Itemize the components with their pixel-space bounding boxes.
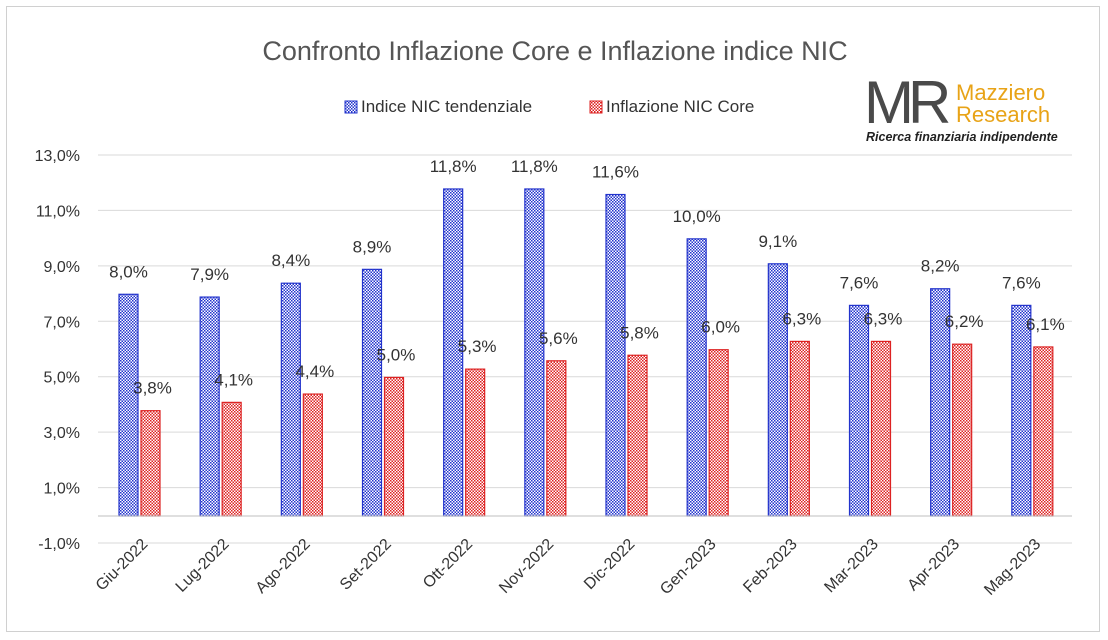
x-tick-label: Apr-2023 bbox=[905, 536, 964, 595]
bar-nic-gen-2023 bbox=[686, 238, 707, 517]
bar-nic-lug-2022 bbox=[199, 296, 220, 517]
bar-nic-dic-2022 bbox=[605, 193, 626, 517]
bar-nic-ago-2022 bbox=[280, 282, 301, 517]
label-nic-feb-2023: 9,1% bbox=[758, 232, 797, 251]
x-tick-label: Mar-2023 bbox=[821, 536, 882, 597]
y-tick-label: 11,0% bbox=[36, 203, 80, 220]
bar-core-giu-2022 bbox=[140, 410, 161, 517]
y-axis: -1,0% 1,0% 3,0% 5,0% 7,0% 9,0% 11,0% 13,0% bbox=[35, 148, 80, 553]
label-core-apr-2023: 6,2% bbox=[945, 312, 984, 331]
bar-core-mag-2023 bbox=[1033, 346, 1054, 517]
label-core-ott-2022: 5,3% bbox=[458, 337, 497, 356]
logo-name-line2: Research bbox=[956, 102, 1051, 127]
bar-core-ott-2022 bbox=[465, 368, 486, 517]
x-tick-label: Ott-2022 bbox=[420, 536, 476, 592]
y-tick-label: 13,0% bbox=[35, 148, 80, 165]
label-core-nov-2022: 5,6% bbox=[539, 329, 578, 348]
label-nic-gen-2023: 10,0% bbox=[673, 207, 721, 226]
data-labels: 8,0% 3,8% 7,9% 4,1% 8,4% 4,4% 8,9% 5,0% 11,8% 5,3… bbox=[109, 157, 1065, 398]
label-core-mar-2023: 6,3% bbox=[864, 309, 903, 328]
label-core-gen-2023: 6,0% bbox=[701, 318, 740, 337]
bars bbox=[118, 188, 1054, 517]
logo-tagline: Ricerca finanziaria indipendente bbox=[866, 130, 1058, 144]
chart-frame bbox=[6, 6, 1100, 632]
bar-nic-mag-2023 bbox=[1011, 304, 1032, 517]
x-tick-label: Lug-2022 bbox=[173, 536, 233, 596]
logo-name-line1: Mazziero bbox=[956, 80, 1046, 105]
logo-name: Mazziero Research bbox=[956, 82, 1050, 126]
bar-nic-nov-2022 bbox=[524, 188, 545, 517]
x-tick-label: Giu-2022 bbox=[93, 536, 152, 595]
label-core-ago-2022: 4,4% bbox=[295, 362, 334, 381]
y-tick-label: 1,0% bbox=[44, 481, 80, 498]
label-core-set-2022: 5,0% bbox=[377, 345, 416, 364]
x-tick-label: Set-2022 bbox=[337, 536, 395, 594]
bar-core-dic-2022 bbox=[627, 354, 648, 517]
legend-swatch-nic bbox=[344, 100, 358, 114]
label-nic-giu-2022: 8,0% bbox=[109, 262, 148, 281]
label-nic-mar-2023: 7,6% bbox=[840, 273, 879, 292]
x-tick-label: Ago-2022 bbox=[253, 536, 314, 597]
y-tick-label: -1,0% bbox=[38, 536, 80, 553]
label-core-mag-2023: 6,1% bbox=[1026, 315, 1065, 334]
label-core-feb-2023: 6,3% bbox=[782, 309, 821, 328]
logo-mark: MR bbox=[864, 69, 951, 136]
y-tick-label: 3,0% bbox=[44, 425, 80, 442]
legend-label-core: Inflazione NIC Core bbox=[606, 97, 754, 116]
y-tick-label: 5,0% bbox=[44, 370, 80, 387]
legend-swatch-core bbox=[589, 100, 603, 114]
x-tick-label: Nov-2022 bbox=[496, 536, 557, 597]
mazziero-logo: MR Mazziero Research Ricerca finanziaria… bbox=[860, 69, 1080, 154]
bar-nic-set-2022 bbox=[361, 268, 383, 517]
label-nic-set-2022: 8,9% bbox=[353, 237, 392, 256]
label-core-giu-2022: 3,8% bbox=[133, 379, 172, 398]
y-tick-label: 7,0% bbox=[44, 314, 80, 331]
legend-label-nic: Indice NIC tendenziale bbox=[361, 97, 532, 116]
x-tick-label: Mag-2023 bbox=[981, 536, 1044, 599]
label-nic-mag-2023: 7,6% bbox=[1002, 273, 1041, 292]
label-nic-apr-2023: 8,2% bbox=[921, 257, 960, 276]
bar-core-nov-2022 bbox=[546, 360, 567, 517]
chart-title: Confronto Inflazione Core e Inflazione i… bbox=[262, 36, 847, 66]
x-axis: Giu-2022 Lug-2022 Ago-2022 Set-2022 Ott-2022… bbox=[93, 515, 1072, 599]
label-nic-ago-2022: 8,4% bbox=[271, 251, 310, 270]
label-nic-lug-2022: 7,9% bbox=[190, 265, 229, 284]
label-core-lug-2022: 4,1% bbox=[214, 370, 253, 389]
bar-core-mar-2023 bbox=[870, 340, 892, 517]
y-tick-label: 9,0% bbox=[44, 259, 80, 276]
label-core-dic-2022: 5,8% bbox=[620, 323, 659, 342]
bar-nic-giu-2022 bbox=[118, 293, 139, 517]
bar-core-lug-2022 bbox=[221, 401, 242, 517]
bar-core-set-2022 bbox=[383, 376, 405, 517]
x-tick-label: Feb-2023 bbox=[740, 536, 801, 597]
bar-core-ago-2022 bbox=[302, 393, 323, 517]
x-tick-label: Gen-2023 bbox=[657, 536, 719, 598]
bar-nic-feb-2023 bbox=[767, 263, 788, 517]
label-nic-ott-2022: 11,8% bbox=[430, 157, 477, 176]
bar-core-gen-2023 bbox=[708, 349, 729, 517]
bar-nic-mar-2023 bbox=[848, 304, 870, 517]
label-nic-dic-2022: 11,6% bbox=[592, 163, 639, 182]
x-tick-label: Dic-2022 bbox=[581, 536, 638, 593]
label-nic-nov-2022: 11,8% bbox=[511, 157, 558, 176]
legend: Indice NIC tendenziale Inflazione NIC Co… bbox=[344, 97, 754, 116]
bar-core-feb-2023 bbox=[789, 340, 810, 517]
bar-core-apr-2023 bbox=[952, 343, 973, 517]
gridlines bbox=[98, 154, 1072, 544]
